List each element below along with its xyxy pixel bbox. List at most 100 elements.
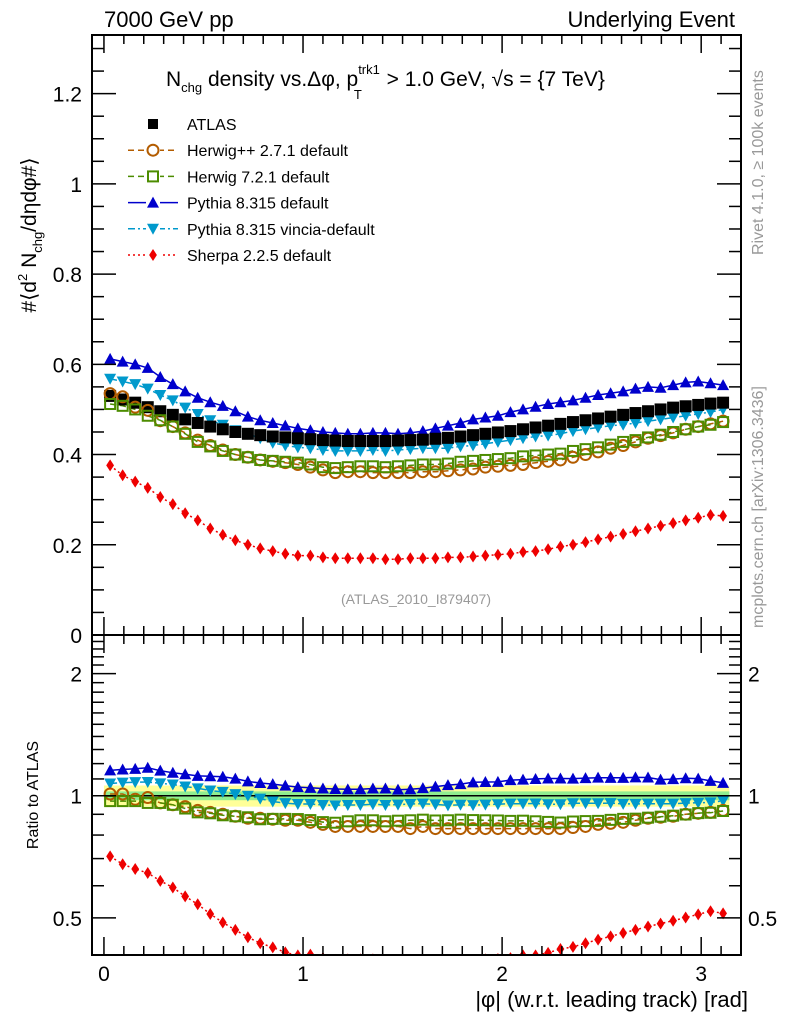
- ratio-point-herwig-7-2-1-default: [654, 810, 667, 823]
- data-point-herwig-7-2-1-default: [391, 460, 404, 473]
- data-point-atlas: [254, 429, 267, 442]
- ratio-point-pythia-8-315-default: [229, 772, 242, 784]
- ratio-point-pythia-8-315-vincia-default: [329, 800, 342, 812]
- ratio-y-tick-label-left: 1: [70, 786, 82, 809]
- ratio-point-sherpa-2-2-5-default: [168, 881, 177, 894]
- data-point-sherpa-2-2-5-default: [168, 498, 177, 511]
- ratio-point-pythia-8-315-default: [329, 783, 342, 795]
- data-point-pythia-8-315-vincia-default: [354, 445, 367, 457]
- ratio-point-pythia-8-315-vincia-default: [467, 800, 480, 812]
- data-point-atlas: [667, 401, 680, 414]
- data-point-pythia-8-315-default: [654, 381, 667, 393]
- data-point-pythia-8-315-vincia-default: [504, 435, 517, 447]
- data-point-pythia-8-315-vincia-default: [579, 424, 592, 436]
- ratio-point-pythia-8-315-default: [629, 771, 642, 783]
- ratio-point-pythia-8-315-vincia-default: [441, 800, 454, 812]
- data-point-pythia-8-315-vincia-default: [542, 430, 555, 442]
- ratio-point-herwig-2-7-1-default: [403, 822, 417, 836]
- ratio-point-pythia-8-315-vincia-default: [366, 799, 379, 811]
- ratio-point-pythia-8-315-default: [241, 775, 254, 787]
- ratio-point-pythia-8-315-default: [254, 776, 267, 788]
- analysis-annotation: (ATLAS_2010_I879407): [341, 591, 491, 607]
- data-point-pythia-8-315-default: [629, 382, 642, 394]
- title-n-sub: chg: [181, 80, 202, 95]
- ratio-point-pythia-8-315-vincia-default: [566, 798, 579, 810]
- data-point-pythia-8-315-default: [566, 394, 579, 406]
- data-point-atlas: [517, 423, 530, 436]
- ratio-point-pythia-8-315-default: [617, 771, 630, 783]
- data-point-sherpa-2-2-5-default: [494, 548, 502, 561]
- ratio-point-pythia-8-315-default: [404, 783, 417, 795]
- data-point-atlas: [479, 427, 492, 440]
- ratio-point-herwig-7-2-1-default: [441, 814, 454, 827]
- data-point-herwig-7-2-1-default: [491, 453, 504, 466]
- data-point-sherpa-2-2-5-default: [694, 511, 703, 524]
- data-point-atlas: [341, 435, 354, 448]
- ratio-point-pythia-8-315-default: [604, 771, 617, 783]
- data-point-atlas: [266, 430, 279, 443]
- ratio-point-herwig-7-2-1-default: [479, 814, 492, 827]
- ratio-point-pythia-8-315-vincia-default: [404, 799, 417, 811]
- ratio-point-sherpa-2-2-5-default: [472, 954, 474, 955]
- data-point-pythia-8-315-default: [454, 416, 467, 428]
- data-point-atlas: [216, 423, 229, 436]
- data-point-pythia-8-315-default: [467, 413, 480, 425]
- ratio-point-sherpa-2-2-5-default: [394, 956, 402, 968]
- legend-item-pythia-8-315-default: Pythia 8.315 default: [128, 194, 329, 213]
- data-point-sherpa-2-2-5-default: [356, 552, 365, 565]
- ratio-point-pythia-8-315-default: [291, 781, 304, 793]
- legend-marker-icon: [148, 119, 158, 129]
- x-tick-label: 3: [695, 963, 707, 986]
- ratio-point-pythia-8-315-vincia-default: [654, 798, 667, 810]
- ratio-point-sherpa-2-2-5-default: [231, 923, 240, 936]
- data-point-sherpa-2-2-5-default: [519, 545, 527, 558]
- data-point-atlas: [329, 434, 342, 447]
- ratio-point-pythia-8-315-default: [542, 772, 555, 784]
- ratio-point-pythia-8-315-vincia-default: [229, 789, 242, 801]
- data-point-atlas: [391, 434, 404, 447]
- data-point-pythia-8-315-default: [116, 355, 129, 367]
- legend-label: ATLAS: [187, 117, 237, 134]
- data-point-herwig-7-2-1-default: [154, 414, 167, 427]
- data-point-herwig-7-2-1-default: [467, 454, 480, 467]
- ratio-point-herwig-7-2-1-default: [642, 811, 655, 824]
- ratio-point-pythia-8-315-vincia-default: [579, 798, 592, 810]
- ratio-point-sherpa-2-2-5-default: [519, 949, 527, 955]
- ratio-point-pythia-8-315-default: [554, 772, 567, 784]
- data-point-pythia-8-315-vincia-default: [454, 441, 467, 453]
- ratio-point-sherpa-2-2-5-default: [206, 908, 215, 921]
- data-point-pythia-8-315-vincia-default: [341, 445, 354, 457]
- data-point-pythia-8-315-default: [166, 378, 179, 390]
- data-point-herwig-7-2-1-default: [692, 420, 705, 433]
- data-point-sherpa-2-2-5-default: [331, 552, 340, 565]
- ratio-point-pythia-8-315-default: [154, 764, 167, 776]
- data-point-sherpa-2-2-5-default: [431, 552, 440, 565]
- ratio-y-tick-label-left: 0.5: [53, 908, 82, 931]
- data-point-sherpa-2-2-5-default: [218, 528, 227, 541]
- ratio-point-pythia-8-315-default: [667, 773, 680, 785]
- data-point-pythia-8-315-vincia-default: [667, 412, 680, 424]
- data-point-pythia-8-315-default: [554, 396, 567, 408]
- ratio-point-herwig-7-2-1-default: [391, 814, 404, 827]
- ratio-point-herwig-7-2-1-default: [717, 805, 730, 818]
- ratio-y-tick-label-left: 2: [70, 664, 82, 687]
- ratio-point-herwig-2-7-1-default: [103, 787, 117, 801]
- ratio-point-herwig-7-2-1-default: [129, 795, 142, 808]
- ratio-point-pythia-8-315-vincia-default: [391, 799, 404, 811]
- data-point-pythia-8-315-vincia-default: [517, 433, 530, 445]
- data-point-sherpa-2-2-5-default: [444, 551, 452, 564]
- data-point-herwig-7-2-1-default: [379, 461, 392, 474]
- ratio-point-sherpa-2-2-5-default: [581, 937, 590, 950]
- ylabel-c: /dηdφ#⟩: [18, 157, 41, 231]
- ratio-point-pythia-8-315-default: [391, 783, 404, 795]
- ratio-point-herwig-2-7-1-default: [353, 819, 367, 833]
- ratio-point-pythia-8-315-default: [204, 770, 217, 782]
- data-point-atlas: [554, 417, 567, 430]
- ratio-point-pythia-8-315-default: [216, 770, 229, 782]
- data-point-pythia-8-315-default: [254, 414, 267, 426]
- data-point-herwig-7-2-1-default: [266, 454, 279, 467]
- data-point-herwig-7-2-1-default: [554, 447, 567, 460]
- ratio-point-sherpa-2-2-5-default: [181, 890, 190, 903]
- legend-item-pythia-8-315-vincia-default: Pythia 8.315 vincia-default: [128, 220, 375, 239]
